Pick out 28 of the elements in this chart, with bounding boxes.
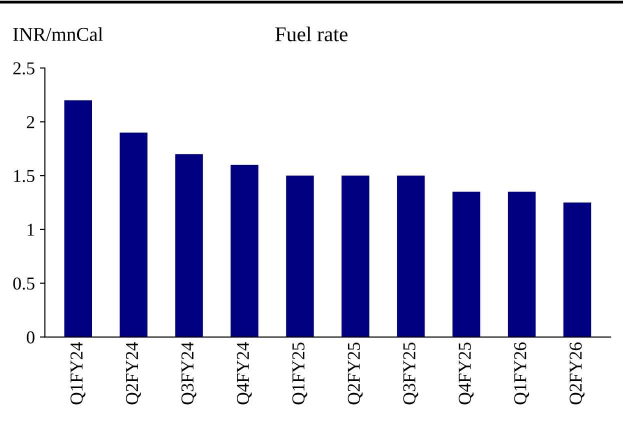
x-tick-label: Q2FY24 xyxy=(126,342,141,404)
x-tick-label: Q2FY26 xyxy=(570,342,585,404)
y-tick-label: 2.5 xyxy=(13,62,34,75)
bar xyxy=(452,192,480,338)
y-axis-title: INR/mnCal xyxy=(13,27,103,41)
x-tick-label: Q4FY24 xyxy=(236,342,252,404)
x-tick-label: Q3FY24 xyxy=(181,342,196,404)
bar xyxy=(120,132,148,338)
y-tick-label: 2 xyxy=(26,116,34,128)
y-tick-label: 1 xyxy=(28,224,34,236)
bar xyxy=(175,154,203,338)
y-tick-label: 0.5 xyxy=(13,277,34,290)
x-tick-label: Q1FY25 xyxy=(292,342,308,404)
y-tick-label: 1.5 xyxy=(14,170,34,182)
bar xyxy=(64,100,92,338)
bar xyxy=(230,164,258,338)
x-tick-label: Q4FY25 xyxy=(458,342,474,404)
x-tick-label: Q2FY25 xyxy=(348,342,363,404)
bar xyxy=(286,176,314,338)
bar xyxy=(342,176,370,338)
bar xyxy=(397,176,425,338)
bar xyxy=(508,192,536,338)
y-tick-label: 0 xyxy=(26,331,34,344)
x-tick-label: Q1FY26 xyxy=(514,342,530,404)
x-tick-label: Q1FY24 xyxy=(70,342,86,404)
bar xyxy=(563,202,592,338)
x-tick-label: Q3FY25 xyxy=(403,342,418,404)
chart-title: Fuel rate xyxy=(275,26,348,42)
